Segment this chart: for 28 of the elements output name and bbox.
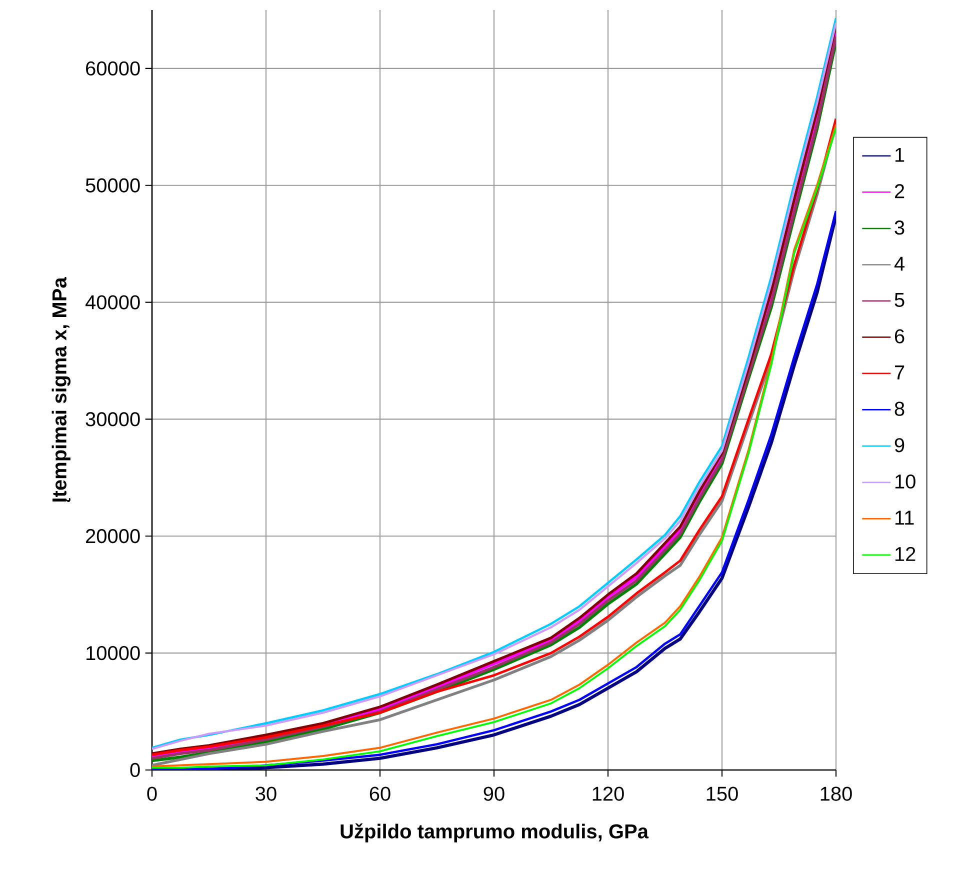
y-axis-title: Įtempimai sigma x, MPa: [52, 277, 71, 502]
x-axis-title: Užpildo tamprumo modulis, GPa: [340, 823, 649, 842]
legend-label: 9: [894, 438, 904, 452]
legend-label: 8: [894, 402, 904, 416]
y-tick-label: 20000: [86, 529, 140, 544]
x-tick-label: 60: [370, 786, 390, 801]
legend-label: 11: [895, 510, 914, 525]
y-tick-label: 60000: [86, 61, 140, 76]
legend-label: 3: [894, 220, 904, 235]
x-tick-label: 30: [256, 786, 276, 801]
y-tick-label: 30000: [86, 412, 140, 426]
legend-label: 6: [894, 329, 904, 344]
legend-label: 7: [894, 366, 904, 380]
legend-label: 2: [894, 184, 904, 198]
legend-label: 10: [895, 474, 916, 489]
x-tick-label: 90: [484, 786, 504, 801]
y-tick-label: 0: [130, 762, 140, 778]
legend-label: 12: [895, 546, 916, 561]
x-tick-label: 120: [592, 786, 624, 801]
y-tick-label: 50000: [86, 178, 140, 192]
legend-label: 4: [894, 256, 904, 271]
y-tick-label: 40000: [85, 295, 140, 310]
x-tick-label: 150: [706, 786, 738, 801]
x-tick-label: 180: [820, 786, 852, 801]
x-tick-label: 0: [147, 786, 157, 801]
legend-label: 5: [894, 293, 904, 307]
y-tick-label: 10000: [86, 646, 140, 660]
legend-label: 1: [895, 148, 904, 162]
